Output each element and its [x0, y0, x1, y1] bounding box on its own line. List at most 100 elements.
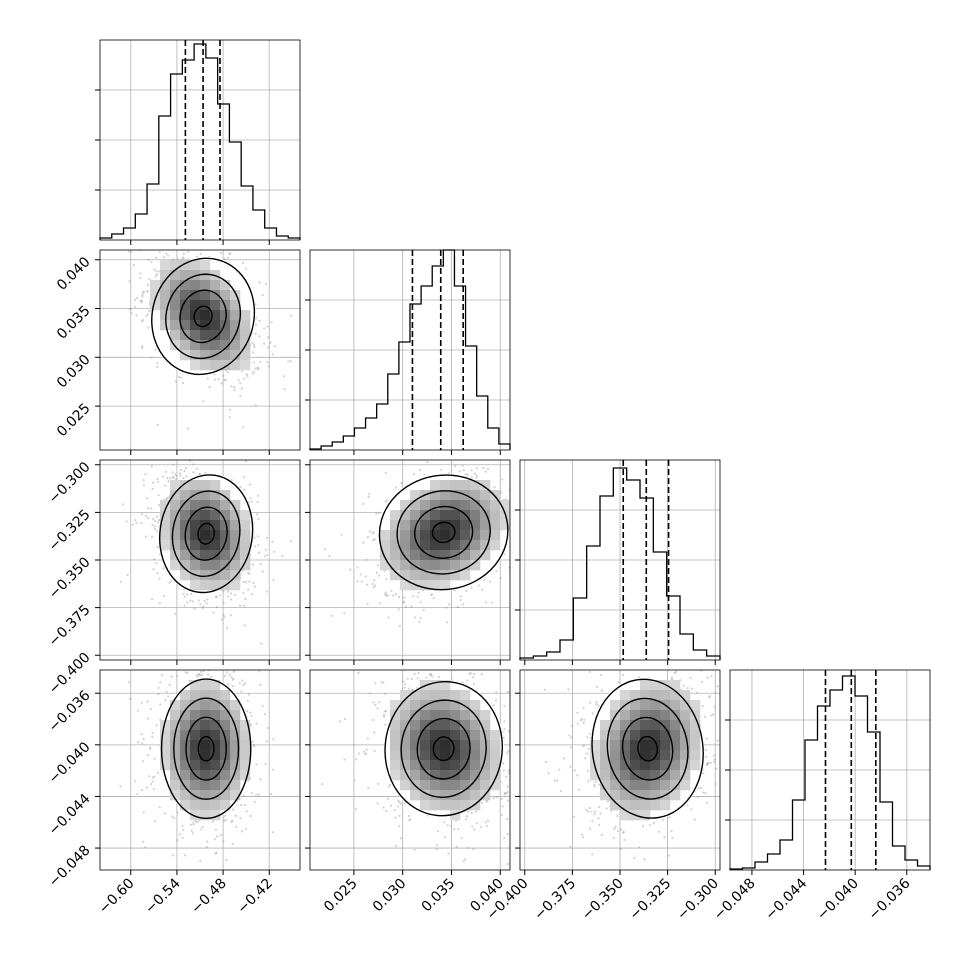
scatter-point [215, 629, 217, 631]
density-cell [200, 800, 211, 811]
scatter-point [270, 792, 273, 796]
scatter-point [254, 332, 257, 336]
scatter-point [465, 589, 468, 593]
scatter-point [516, 502, 518, 504]
scatter-point [238, 682, 241, 685]
scatter-point [229, 614, 233, 617]
density-cell [470, 490, 481, 501]
density-cell [240, 760, 251, 771]
density-cell [200, 320, 211, 331]
scatter-point [470, 476, 473, 479]
scatter-point [156, 477, 159, 481]
scatter-point [145, 515, 148, 518]
scatter-point [244, 460, 248, 463]
scatter-point [240, 830, 243, 833]
density-cell [210, 290, 221, 301]
density-cell [420, 540, 431, 551]
density-cell [440, 540, 451, 551]
density-cell [410, 560, 421, 571]
scatter-point [212, 611, 215, 614]
scatter-point [516, 479, 518, 481]
density-cell [200, 680, 211, 691]
density-cell [230, 550, 241, 561]
density-cell [220, 340, 231, 351]
density-cell [210, 710, 221, 721]
scatter-point [266, 361, 269, 364]
scatter-point [141, 840, 145, 843]
density-cell [200, 290, 211, 301]
scatter-point [445, 621, 448, 624]
scatter-point [459, 595, 462, 598]
scatter-point [384, 710, 387, 713]
scatter-point [259, 778, 262, 781]
scatter-point [490, 601, 493, 604]
scatter-point [152, 558, 156, 561]
density-cell [190, 290, 201, 301]
scatter-point [222, 877, 224, 879]
density-cell [200, 360, 211, 371]
scatter-point [253, 536, 256, 539]
scatter-point [195, 457, 197, 459]
density-cell [220, 560, 231, 571]
density-cell [220, 780, 231, 791]
scatter-point [398, 814, 401, 817]
scatter-point [364, 753, 367, 756]
contour-level-0 [160, 678, 252, 820]
scatter-point [465, 815, 469, 818]
scatter-point [151, 518, 155, 521]
scatter-point [245, 373, 248, 376]
scatter-point [349, 568, 352, 571]
scatter-point [510, 468, 512, 470]
scatter-point [192, 823, 195, 826]
density-cell [230, 350, 241, 361]
density-cell [210, 690, 221, 701]
density-cell [240, 550, 251, 561]
density-cell [460, 560, 471, 571]
density-cell [190, 790, 201, 801]
scatter-point [245, 810, 248, 813]
density-cell [500, 500, 510, 511]
scatter-point [484, 470, 487, 473]
density-cell [210, 280, 221, 291]
density-cell [390, 570, 401, 581]
density-cell [200, 790, 211, 801]
density-cell [180, 780, 191, 791]
scatter-point [282, 375, 286, 378]
scatter-point [399, 666, 401, 668]
density-cell [220, 510, 231, 521]
density-cell [200, 330, 211, 341]
scatter-point [501, 478, 504, 481]
scatter-point [260, 642, 263, 645]
scatter-point [145, 314, 148, 317]
scatter-point [507, 769, 510, 772]
scatter-panel-1-2 [305, 459, 541, 665]
scatter-point [178, 833, 181, 836]
scatter-point [239, 381, 242, 385]
scatter-point [412, 595, 415, 598]
scatter-point [151, 780, 154, 783]
scatter-point [208, 386, 211, 389]
scatter-point [235, 648, 237, 650]
density-cell [420, 560, 431, 571]
scatter-point [539, 495, 541, 497]
scatter-point [195, 675, 198, 678]
density-cell [480, 550, 491, 561]
density-cell [220, 290, 231, 301]
density-cell [220, 500, 231, 511]
scatter-point [147, 717, 150, 720]
scatter-point [140, 299, 144, 302]
scatter-point [222, 839, 225, 843]
scatter-point [488, 580, 492, 583]
scatter-point [493, 486, 496, 489]
scatter-point [252, 351, 255, 354]
density-cell [160, 280, 171, 291]
scatter-point [217, 377, 220, 381]
scatter-point [266, 325, 269, 328]
density-cell [240, 740, 251, 751]
scatter-point [476, 822, 479, 825]
scatter-point [417, 591, 420, 594]
scatter-point [252, 581, 255, 585]
scatter-point [503, 793, 506, 796]
density-cell [400, 540, 411, 551]
scatter-point [250, 500, 253, 503]
